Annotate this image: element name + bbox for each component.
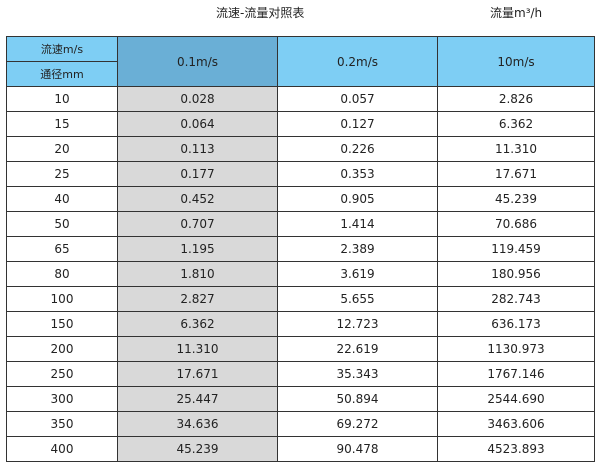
flow-cell: 0.028 (117, 86, 278, 112)
flow-cell: 34.636 (117, 411, 278, 437)
unit-label: 流量m³/h (490, 6, 543, 20)
diameter-cell: 400 (6, 436, 118, 462)
diameter-cell: 10 (6, 86, 118, 112)
flow-cell: 12.723 (277, 311, 438, 337)
flow-cell: 11.310 (117, 336, 278, 362)
diameter-cell: 200 (6, 336, 118, 362)
flow-cell: 0.064 (117, 111, 278, 137)
flow-cell: 25.447 (117, 386, 278, 412)
flow-cell: 3463.606 (437, 411, 595, 437)
flow-cell: 0.113 (117, 136, 278, 162)
flow-cell: 70.686 (437, 211, 595, 237)
column-header: 10m/s (437, 36, 595, 87)
flow-cell: 22.619 (277, 336, 438, 362)
table-row: 300 25.447 50.894 2544.690 (6, 386, 595, 412)
table-row: 350 34.636 69.272 3463.606 (6, 411, 595, 437)
flow-cell: 6.362 (437, 111, 595, 137)
flow-cell: 5.655 (277, 286, 438, 312)
table-title: 流速-流量对照表 (216, 6, 305, 20)
velocity-label: 流速m/s (6, 36, 118, 62)
flow-cell: 2.827 (117, 286, 278, 312)
flow-cell: 35.343 (277, 361, 438, 387)
diameter-cell: 80 (6, 261, 118, 287)
flow-cell: 2544.690 (437, 386, 595, 412)
flow-cell: 636.173 (437, 311, 595, 337)
flow-cell: 69.272 (277, 411, 438, 437)
table-row: 10 0.028 0.057 2.826 (6, 86, 595, 112)
flow-cell: 282.743 (437, 286, 595, 312)
table-row: 50 0.707 1.414 70.686 (6, 211, 595, 237)
flow-cell: 0.226 (277, 136, 438, 162)
flow-cell: 0.177 (117, 161, 278, 187)
flow-cell: 90.478 (277, 436, 438, 462)
flow-cell: 17.671 (117, 361, 278, 387)
flow-cell: 45.239 (437, 186, 595, 212)
diameter-cell: 65 (6, 236, 118, 262)
table-row: 40 0.452 0.905 45.239 (6, 186, 595, 212)
column-header: 0.2m/s (277, 36, 438, 87)
column-header: 0.1m/s (117, 36, 278, 87)
flow-cell: 1.414 (277, 211, 438, 237)
flow-cell: 45.239 (117, 436, 278, 462)
table-row: 65 1.195 2.389 119.459 (6, 236, 595, 262)
flow-cell: 6.362 (117, 311, 278, 337)
table-row: 80 1.810 3.619 180.956 (6, 261, 595, 287)
diameter-cell: 250 (6, 361, 118, 387)
flow-cell: 119.459 (437, 236, 595, 262)
flow-cell: 1767.146 (437, 361, 595, 387)
flow-cell: 17.671 (437, 161, 595, 187)
flow-cell: 0.905 (277, 186, 438, 212)
flow-cell: 0.057 (277, 86, 438, 112)
diameter-cell: 150 (6, 311, 118, 337)
diameter-cell: 50 (6, 211, 118, 237)
flow-cell: 0.127 (277, 111, 438, 137)
table-row: 100 2.827 5.655 282.743 (6, 286, 595, 312)
table-row: 25 0.177 0.353 17.671 (6, 161, 595, 187)
table-row: 150 6.362 12.723 636.173 (6, 311, 595, 337)
table-row: 250 17.671 35.343 1767.146 (6, 361, 595, 387)
diameter-cell: 300 (6, 386, 118, 412)
flow-cell: 1130.973 (437, 336, 595, 362)
diameter-cell: 350 (6, 411, 118, 437)
diameter-label: 通径mm (6, 61, 118, 87)
flow-cell: 0.707 (117, 211, 278, 237)
flow-cell: 4523.893 (437, 436, 595, 462)
table-row: 200 11.310 22.619 1130.973 (6, 336, 595, 362)
flow-table: 流速m/s 0.1m/s 0.2m/s 10m/s 通径mm 10 0.028 0.… (6, 36, 595, 462)
table-row: 15 0.064 0.127 6.362 (6, 111, 595, 137)
table-row: 400 45.239 90.478 4523.893 (6, 436, 595, 462)
table-row: 20 0.113 0.226 11.310 (6, 136, 595, 162)
flow-cell: 180.956 (437, 261, 595, 287)
flow-cell: 0.452 (117, 186, 278, 212)
flow-cell: 2.826 (437, 86, 595, 112)
diameter-cell: 20 (6, 136, 118, 162)
flow-cell: 0.353 (277, 161, 438, 187)
diameter-cell: 100 (6, 286, 118, 312)
flow-cell: 11.310 (437, 136, 595, 162)
flow-cell: 1.810 (117, 261, 278, 287)
flow-cell: 1.195 (117, 236, 278, 262)
diameter-cell: 40 (6, 186, 118, 212)
diameter-cell: 25 (6, 161, 118, 187)
flow-cell: 2.389 (277, 236, 438, 262)
flow-cell: 50.894 (277, 386, 438, 412)
diameter-cell: 15 (6, 111, 118, 137)
flow-cell: 3.619 (277, 261, 438, 287)
